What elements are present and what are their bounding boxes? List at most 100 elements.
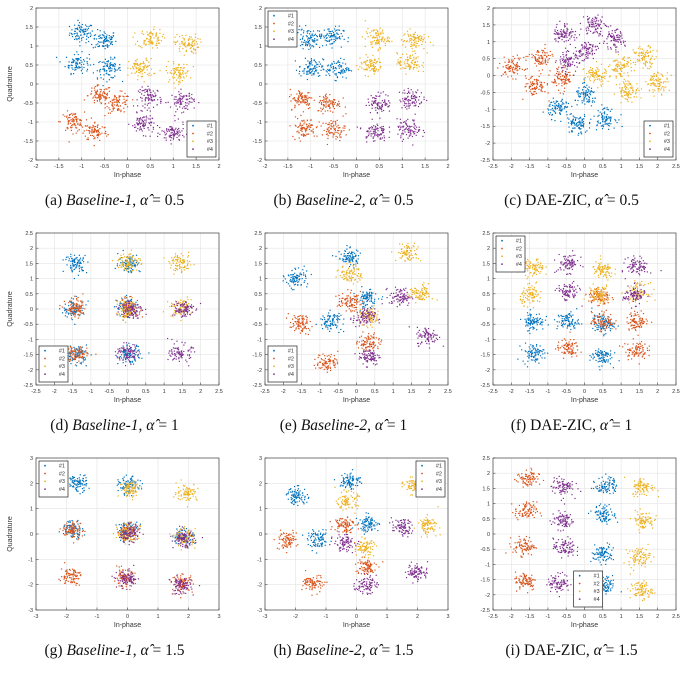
data-point: [655, 85, 658, 87]
data-point: [566, 31, 568, 33]
data-point: [371, 100, 373, 102]
data-point: [298, 95, 300, 97]
data-point: [592, 26, 594, 28]
data-point: [77, 307, 79, 310]
data-point: [179, 99, 182, 101]
data-point: [561, 70, 563, 72]
data-point: [298, 96, 300, 98]
data-point: [79, 353, 81, 355]
data-point: [648, 51, 650, 54]
data-point: [310, 36, 312, 38]
data-point: [345, 113, 347, 115]
data-point: [514, 67, 516, 69]
data-point: [409, 131, 411, 133]
data-point: [308, 133, 310, 135]
data-point: [127, 262, 129, 264]
data-point: [401, 107, 403, 109]
data-point: [413, 56, 415, 58]
data-point: [366, 32, 368, 35]
data-point: [398, 129, 400, 131]
data-point: [94, 86, 96, 88]
data-point: [621, 95, 623, 97]
data-point: [75, 267, 77, 269]
data-point: [661, 93, 663, 95]
data-point: [577, 124, 579, 126]
data-point: [599, 42, 601, 44]
data-point: [408, 41, 410, 43]
data-point: [310, 72, 312, 74]
data-point: [139, 64, 141, 66]
data-point: [127, 270, 129, 272]
data-point: [587, 99, 589, 101]
data-point: [302, 48, 304, 50]
data-point: [367, 28, 369, 30]
data-point: [420, 37, 422, 40]
data-point: [336, 77, 339, 79]
data-point: [138, 270, 140, 272]
data-point: [163, 137, 165, 139]
data-point: [71, 260, 74, 262]
data-point: [307, 103, 309, 105]
data-point: [556, 76, 558, 78]
data-point: [296, 131, 298, 133]
data-point: [589, 92, 591, 95]
data-point: [76, 309, 78, 311]
data-point: [382, 128, 384, 130]
data-point: [150, 95, 152, 97]
series-no3-points: [582, 45, 672, 104]
data-point: [559, 112, 561, 114]
data-point: [134, 266, 136, 268]
x-tick-label: 1.5: [192, 164, 200, 170]
data-point: [619, 39, 621, 41]
data-point: [573, 122, 576, 124]
caption-alpha: , α̂ = 0.5: [132, 192, 185, 209]
data-point: [139, 123, 141, 125]
data-point: [141, 120, 143, 122]
data-point: [137, 67, 139, 69]
data-point: [616, 34, 618, 36]
data-point: [106, 93, 108, 95]
data-point: [322, 113, 324, 115]
data-point: [178, 139, 180, 141]
data-point: [597, 20, 599, 22]
data-point: [421, 39, 423, 41]
data-point: [111, 70, 113, 72]
data-point: [630, 94, 632, 96]
data-point: [583, 60, 585, 62]
data-point: [338, 25, 340, 27]
data-point: [361, 67, 363, 69]
data-point: [327, 135, 329, 137]
data-point: [667, 81, 669, 83]
data-point: [645, 60, 648, 62]
data-point: [180, 73, 182, 75]
data-point: [79, 119, 82, 121]
data-point: [160, 100, 162, 102]
data-point: [86, 129, 88, 131]
data-point: [143, 63, 145, 65]
data-point: [569, 38, 571, 40]
data-point: [589, 91, 592, 93]
data-point: [416, 36, 419, 39]
data-point: [574, 55, 576, 57]
data-point: [79, 262, 81, 264]
data-point: [313, 74, 315, 76]
data-point: [147, 96, 150, 98]
data-point: [344, 63, 347, 65]
data-point: [340, 70, 342, 72]
data-point: [336, 33, 338, 35]
data-point: [580, 125, 582, 127]
data-point: [377, 48, 380, 51]
data-point: [335, 66, 337, 69]
data-point: [89, 58, 91, 60]
data-point: [148, 107, 150, 109]
data-point: [410, 39, 412, 42]
data-point: [331, 30, 334, 32]
data-point: [141, 32, 143, 34]
data-point: [615, 51, 617, 53]
data-point: [361, 63, 363, 65]
data-point: [296, 100, 298, 102]
data-point: [104, 32, 106, 34]
data-point: [184, 45, 186, 47]
y-tick-label: 0: [487, 74, 490, 80]
data-point: [542, 111, 544, 113]
